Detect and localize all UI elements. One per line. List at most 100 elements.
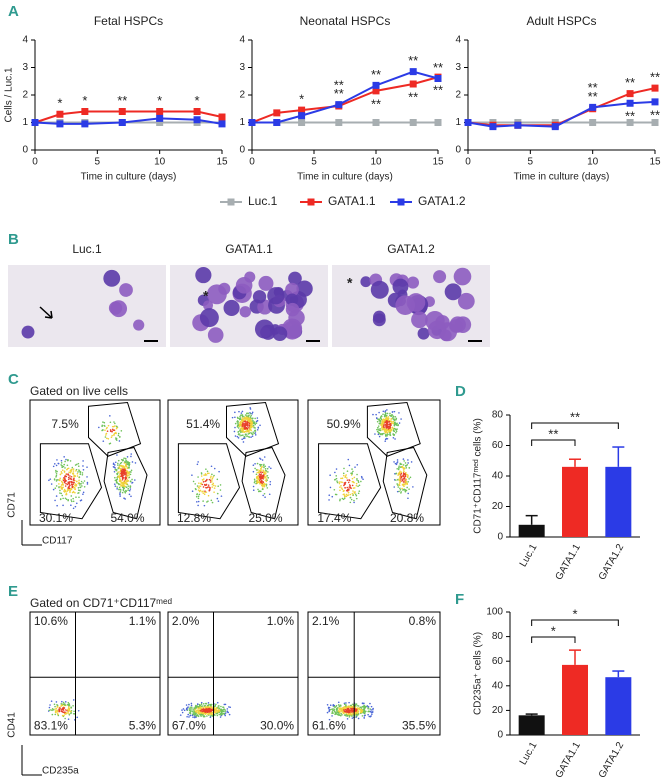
event: [376, 426, 379, 429]
event: [402, 484, 405, 487]
event: [127, 477, 129, 479]
event: [204, 473, 207, 475]
event: [60, 703, 63, 705]
significance: *: [157, 93, 162, 108]
event: [401, 479, 404, 482]
event: [402, 467, 405, 470]
cell: [444, 283, 462, 301]
event: [215, 707, 218, 709]
event: [388, 423, 390, 426]
significance: **: [588, 89, 598, 104]
event: [119, 490, 122, 493]
event: [402, 458, 405, 460]
event: [190, 704, 193, 707]
event: [75, 463, 78, 466]
event: [118, 486, 121, 489]
event: [61, 481, 64, 484]
event: [350, 704, 352, 707]
point: [626, 99, 634, 107]
event: [189, 714, 192, 717]
event: [348, 711, 351, 714]
event: [400, 471, 403, 474]
event: [114, 468, 117, 471]
event: [393, 433, 396, 436]
point: [551, 123, 559, 131]
event: [207, 500, 209, 502]
event: [120, 430, 123, 432]
event: [205, 491, 208, 493]
event: [262, 470, 265, 472]
event: [400, 418, 402, 420]
event: [64, 489, 66, 492]
event: [398, 472, 401, 475]
gate-label: Gated on CD71⁺CD117ᵐᵉᵈ: [30, 596, 173, 610]
event: [391, 417, 394, 419]
y-axis-label: CD41: [7, 712, 18, 738]
event: [202, 486, 205, 488]
event: [204, 491, 206, 494]
event: [241, 423, 244, 426]
event: [117, 434, 120, 437]
event: [243, 424, 245, 427]
event: [60, 486, 63, 488]
event: [56, 711, 59, 713]
significance: **: [371, 67, 381, 82]
event: [220, 708, 223, 711]
event: [195, 706, 198, 709]
event: [348, 479, 351, 482]
significance: **: [548, 426, 558, 441]
event: [204, 480, 207, 483]
event: [259, 465, 262, 467]
event: [361, 715, 364, 717]
event: [67, 467, 70, 470]
event: [405, 467, 408, 469]
event: [105, 432, 108, 435]
event: [264, 479, 267, 481]
event: [209, 479, 212, 482]
event: [66, 488, 69, 490]
event: [395, 479, 397, 481]
event: [207, 706, 210, 708]
event: [62, 484, 65, 486]
y-tick-label: 4: [455, 35, 461, 46]
event: [382, 422, 385, 424]
event: [206, 704, 209, 707]
event: [195, 495, 198, 498]
point: [31, 119, 39, 126]
event: [189, 709, 191, 712]
y-tick-label: 3: [455, 62, 461, 73]
event: [112, 462, 115, 465]
event: [123, 457, 125, 460]
event: [259, 424, 261, 427]
point: [193, 108, 201, 115]
event: [205, 702, 208, 705]
event: [328, 718, 331, 721]
event: [70, 478, 73, 480]
significance: **: [433, 83, 443, 98]
event: [351, 492, 354, 495]
event: [200, 710, 202, 712]
event: [239, 422, 242, 425]
event: [130, 455, 132, 458]
event: [393, 461, 395, 463]
event: [395, 463, 398, 466]
event: [345, 493, 348, 496]
event: [205, 474, 208, 476]
cell: [199, 308, 219, 328]
event: [352, 487, 355, 489]
event: [387, 416, 390, 418]
event: [51, 709, 53, 712]
quadrant-percent: 61.6%: [312, 719, 346, 733]
event: [120, 475, 122, 477]
event: [357, 492, 360, 495]
event: [262, 494, 264, 497]
event: [382, 426, 385, 428]
event: [406, 486, 408, 489]
event: [391, 414, 393, 417]
event: [407, 497, 409, 500]
event: [78, 479, 80, 482]
point: [651, 119, 659, 126]
event: [259, 471, 262, 473]
event: [195, 488, 197, 491]
event: [202, 706, 204, 709]
